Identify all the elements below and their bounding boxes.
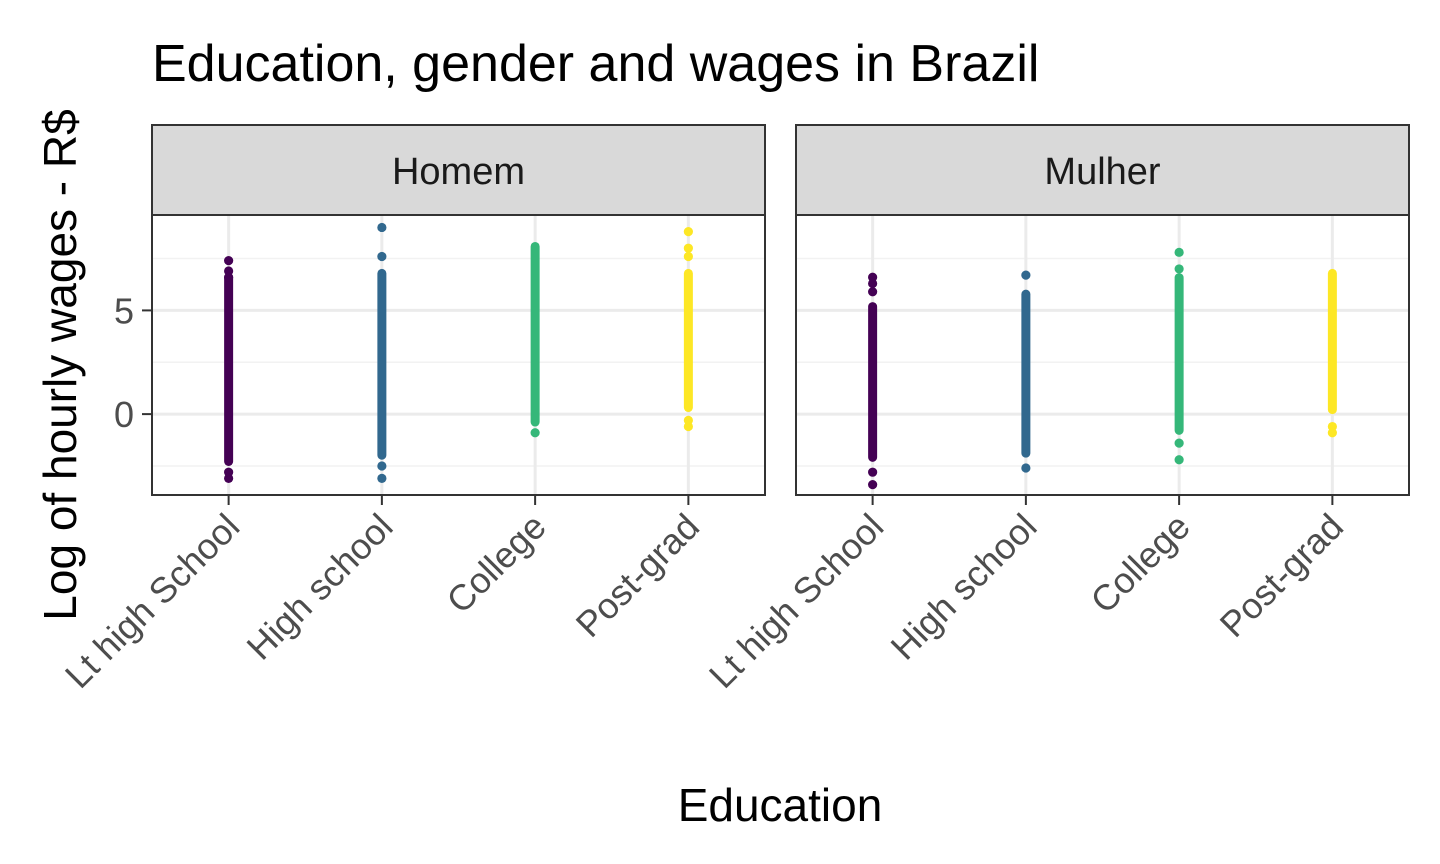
series-homem-high-school (377, 222, 387, 484)
data-point (530, 428, 540, 438)
panel-background (152, 215, 765, 495)
facet-strip-label: Homem (392, 151, 525, 193)
series-homem-college (530, 241, 540, 438)
data-point (683, 226, 693, 237)
data-point-band (868, 302, 878, 462)
data-point (1327, 428, 1337, 438)
data-point-band (224, 273, 234, 466)
data-point (683, 421, 693, 432)
data-point-band (1021, 289, 1031, 458)
data-point (868, 480, 878, 490)
data-point (868, 287, 878, 297)
series-homem-lt-high-school (224, 256, 234, 484)
data-point (1174, 264, 1184, 274)
data-point (377, 461, 387, 471)
data-point-band (377, 268, 387, 460)
data-point (1021, 270, 1031, 280)
x-tick-label: Post-grad (568, 506, 707, 645)
series-mulher-post-grad (1327, 268, 1337, 438)
data-point (377, 222, 387, 233)
x-tick-label: High school (883, 506, 1045, 668)
facet-strip-label: Mulher (1044, 151, 1160, 193)
data-point (1174, 438, 1184, 448)
data-point (224, 256, 234, 266)
y-axis-title: Log of hourly wages - R$ (34, 109, 86, 620)
data-point-band (1327, 268, 1337, 415)
x-tick-label: High school (239, 506, 401, 668)
facet-strip (151, 124, 766, 216)
panel-background (796, 215, 1409, 495)
data-point-band (1174, 273, 1184, 435)
data-point (224, 473, 234, 484)
x-axis-title: Education (678, 779, 883, 831)
data-point (683, 251, 693, 262)
series-mulher-college (1174, 247, 1184, 465)
data-point (377, 473, 387, 484)
series-homem-post-grad (683, 226, 693, 432)
data-point (683, 243, 693, 253)
facet-strip (795, 124, 1410, 216)
y-tick-label: 5 (114, 290, 134, 331)
data-point (868, 467, 878, 477)
data-point (1174, 247, 1184, 257)
data-point (1174, 455, 1184, 465)
series-mulher-high-school (1021, 270, 1031, 473)
x-tick-label: College (438, 506, 553, 621)
data-point (868, 278, 878, 289)
data-point (377, 251, 387, 262)
x-tick-label: Lt high School (701, 506, 891, 696)
data-point-band (530, 241, 540, 427)
x-tick-label: College (1082, 506, 1197, 621)
data-point (224, 272, 234, 282)
chart-title: Education, gender and wages in Brazil (152, 35, 1039, 93)
x-tick-label: Post-grad (1212, 506, 1351, 645)
y-tick-label: 0 (114, 394, 134, 435)
data-point (1021, 463, 1031, 473)
data-point-band (683, 268, 693, 413)
series-mulher-lt-high-school (868, 272, 878, 490)
